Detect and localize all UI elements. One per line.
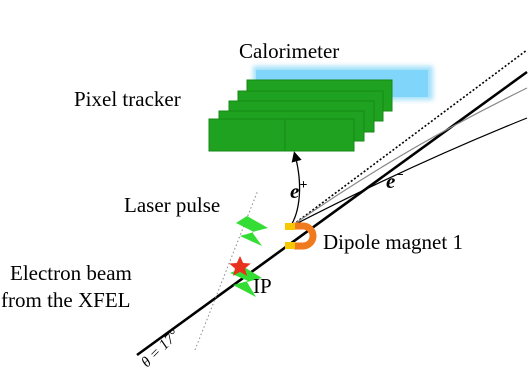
lightning-bolt-icon (230, 216, 268, 297)
electron-beam-label-line2: from the XFEL (1, 288, 130, 312)
star-icon (229, 256, 251, 276)
horseshoe-magnet-icon (285, 222, 317, 250)
positron-label: e+ (290, 178, 307, 203)
electron-track-gray (289, 87, 528, 228)
laser-pulse-label: Laser pulse (124, 193, 220, 217)
laser-axis-dotted (194, 189, 259, 351)
pixel-tracker (208, 79, 393, 152)
photon-line (289, 49, 528, 228)
electron-track (289, 117, 528, 228)
electron-beam-label-line1: Electron beam (10, 261, 132, 285)
electron-label: e− (386, 168, 404, 193)
positron-track (289, 151, 302, 228)
electron-beamline (136, 70, 528, 357)
calorimeter-label: Calorimeter (239, 39, 339, 63)
pixel-tracker-label: Pixel tracker (74, 87, 181, 111)
dipole-magnet-label: Dipole magnet 1 (323, 230, 463, 254)
ip-label: IP (253, 274, 272, 298)
trajectories (136, 49, 528, 357)
